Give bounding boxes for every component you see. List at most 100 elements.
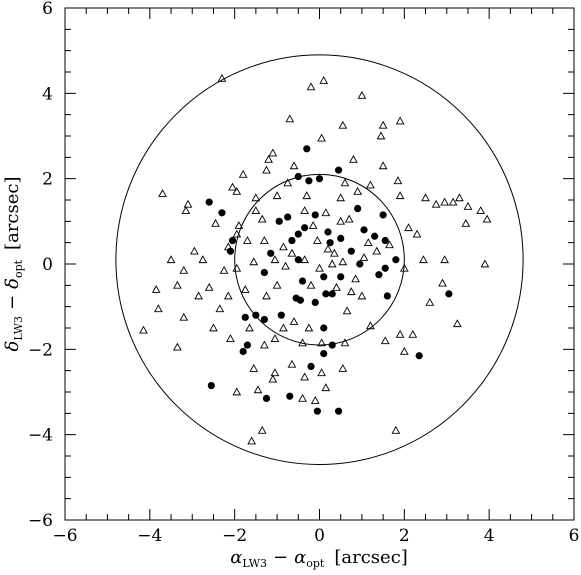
- triangle-point: [452, 319, 462, 328]
- triangle-point: [228, 182, 237, 191]
- triangle-point: [399, 263, 409, 272]
- triangle-point: [315, 263, 324, 272]
- filled-point: [320, 350, 328, 358]
- triangle-point: [378, 161, 388, 170]
- reference-circles: [115, 54, 524, 466]
- filled-point: [226, 247, 235, 255]
- triangle-point: [321, 208, 331, 217]
- triangle-point: [463, 201, 473, 210]
- triangle-point: [183, 199, 193, 208]
- triangle-point: [190, 246, 199, 255]
- triangle-point: [279, 242, 288, 251]
- y-axis-minus: −: [2, 295, 23, 310]
- triangle-point: [395, 329, 405, 338]
- triangle-point: [419, 255, 428, 264]
- filled-point: [243, 341, 251, 349]
- filled-point: [337, 234, 345, 242]
- filled-point: [294, 256, 302, 264]
- triangle-point: [395, 191, 405, 200]
- x-axis-minus: −: [273, 547, 288, 568]
- triangle-point: [357, 291, 367, 300]
- triangle-point: [317, 338, 326, 347]
- filled-point: [328, 290, 336, 298]
- y-tick-label: 2: [42, 170, 53, 190]
- triangle-point: [351, 274, 360, 283]
- triangle-point: [332, 282, 341, 291]
- filled-point: [347, 247, 355, 255]
- y-tick-label: −2: [28, 340, 53, 360]
- triangle-point: [289, 161, 299, 170]
- triangle-point: [223, 291, 233, 300]
- x-tick-label: 2: [399, 526, 410, 546]
- filled-point: [275, 217, 283, 225]
- filled-point: [260, 268, 268, 277]
- triangle-point: [310, 396, 320, 404]
- triangle-point: [245, 323, 254, 332]
- triangle-point: [440, 197, 449, 206]
- triangle-point: [340, 338, 350, 347]
- filled-point: [371, 232, 379, 240]
- triangle-point: [283, 178, 293, 187]
- filled-point: [284, 213, 292, 221]
- y-axis-title: δLW3−δopt[arcsec]: [2, 177, 25, 352]
- triangle-point: [323, 244, 333, 253]
- triangle-point: [317, 368, 326, 377]
- triangle-point: [385, 240, 394, 249]
- triangle-point: [232, 263, 242, 272]
- y-axis-greek2: δ: [2, 278, 23, 289]
- triangle-point: [247, 436, 256, 445]
- triangle-point: [313, 236, 322, 244]
- filled-point: [286, 392, 294, 400]
- filled-point: [354, 204, 362, 213]
- triangle-point: [366, 180, 375, 189]
- y-axis-greek: δ: [2, 341, 23, 352]
- axis-ticks: [64, 7, 575, 521]
- triangle-point: [281, 261, 290, 270]
- triangle-point: [173, 280, 182, 289]
- triangle-point: [243, 236, 252, 244]
- triangle-point: [340, 178, 350, 187]
- triangle-point: [300, 206, 310, 214]
- triangle-point: [329, 248, 339, 257]
- triangle-point: [357, 90, 367, 99]
- triangle-point: [480, 259, 490, 268]
- triangle-point: [349, 154, 358, 163]
- triangle-point: [234, 221, 244, 229]
- triangle-point: [440, 255, 449, 264]
- filled-point: [267, 249, 275, 257]
- triangle-point: [336, 193, 346, 202]
- triangle-point: [173, 342, 182, 351]
- triangle-point: [404, 223, 413, 232]
- triangle-point: [270, 255, 280, 264]
- triangle-point: [232, 186, 242, 195]
- x-axis-greek: α: [230, 547, 242, 568]
- triangle-point: [438, 278, 447, 287]
- filled-point: [334, 407, 343, 415]
- triangle-point: [285, 114, 295, 123]
- y-axis-unit: [arcsec]: [2, 177, 23, 250]
- y-axis-sub1: LW3: [12, 316, 25, 341]
- filled-point: [379, 211, 387, 219]
- filled-point: [277, 311, 285, 319]
- triangle-point: [327, 259, 337, 268]
- triangle-point: [287, 248, 297, 257]
- filled-point: [315, 175, 324, 183]
- triangle-point: [211, 218, 220, 227]
- triangle-point: [338, 257, 348, 266]
- triangle-point: [298, 393, 307, 402]
- filled-point: [218, 209, 226, 217]
- triangle-point: [376, 131, 386, 140]
- filled-point: [301, 224, 309, 232]
- x-tick-label: −6: [52, 526, 77, 546]
- filled-point: [337, 273, 345, 281]
- triangle-point: [198, 255, 208, 264]
- triangle-point: [272, 191, 282, 200]
- filled-point: [294, 230, 302, 238]
- triangle-point: [338, 120, 348, 129]
- filled-point: [311, 298, 319, 306]
- triangle-point: [399, 346, 409, 355]
- filled-point: [228, 236, 237, 245]
- filled-point: [252, 311, 260, 319]
- triangle-point: [412, 229, 422, 238]
- filled-point: [334, 166, 343, 174]
